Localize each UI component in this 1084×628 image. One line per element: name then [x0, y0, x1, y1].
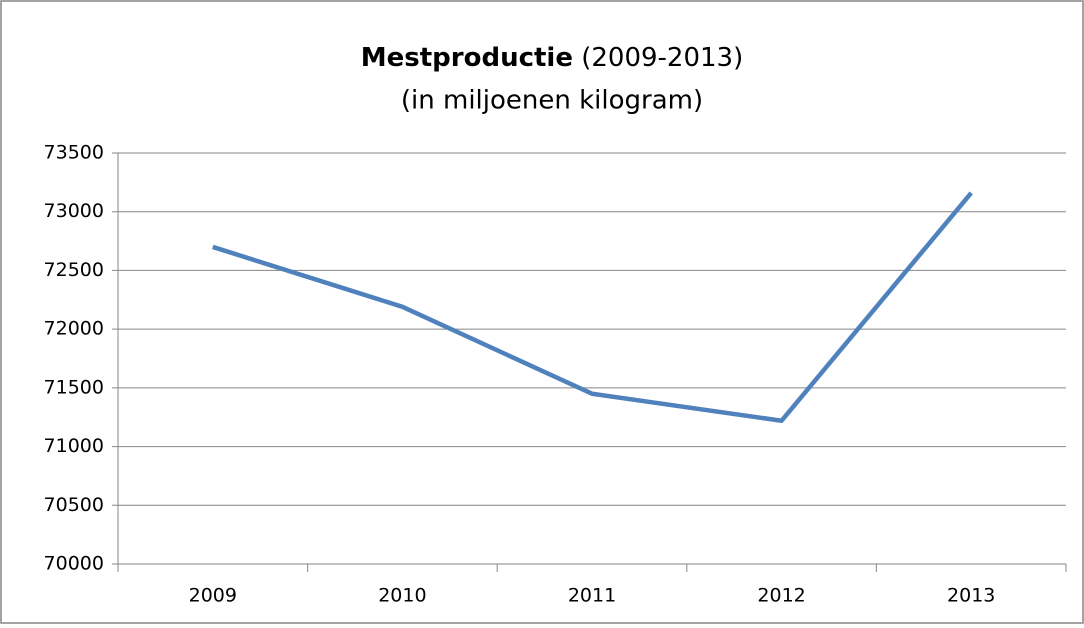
- line-series: [212, 191, 973, 423]
- title-period: (2009-2013): [581, 43, 743, 73]
- chart-title: Mestproductie (2009-2013): [361, 43, 744, 73]
- y-tick-label: 70000: [44, 553, 104, 575]
- y-tick-label: 71500: [44, 376, 104, 398]
- x-tick-label: 2009: [189, 585, 237, 607]
- x-tick-label: 2010: [378, 585, 426, 607]
- x-tick-label: 2013: [947, 585, 995, 607]
- y-tick-label: 71000: [44, 435, 104, 457]
- y-tick-label: 70500: [44, 494, 104, 516]
- x-tick-label: 2011: [568, 585, 616, 607]
- chart-subtitle: (in miljoenen kilogram): [401, 86, 703, 116]
- x-tick-label: 2012: [757, 585, 805, 607]
- y-tick-label: 73500: [44, 142, 104, 164]
- y-tick-label: 72500: [44, 259, 104, 281]
- title-main: Mestproductie: [361, 43, 573, 73]
- y-tick-label: 72000: [44, 318, 104, 340]
- y-tick-label: 73000: [44, 200, 104, 222]
